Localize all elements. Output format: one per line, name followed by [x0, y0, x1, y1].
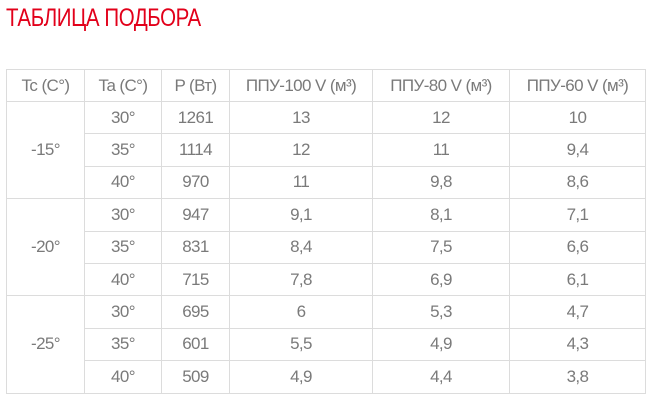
- table-row: 35° 831 8,4 7,5 6,6: [7, 230, 646, 264]
- cell-ppu80: 8,1: [372, 198, 510, 232]
- header-power: P (Вт): [161, 69, 230, 102]
- cell-power: 1114: [161, 133, 230, 167]
- cell-power: 970: [161, 165, 230, 200]
- cell-power: 715: [161, 262, 230, 297]
- cell-ppu60: 4,3: [509, 327, 646, 362]
- cell-ta: 30°: [84, 100, 162, 135]
- cell-ta: 40°: [84, 262, 162, 297]
- header-ppu80: ППУ-80 V (м³): [372, 69, 510, 102]
- cell-ta: 30°: [84, 198, 162, 232]
- cell-power: 601: [161, 327, 230, 362]
- cell-ppu60: 4,7: [509, 295, 646, 329]
- header-ta: Ta (C°): [84, 69, 162, 102]
- cell-ta: 35°: [84, 230, 162, 264]
- cell-ppu100: 9,1: [229, 198, 373, 232]
- selection-table: Tc (C°) Ta (C°) P (Вт) ППУ-100 V (м³) ПП…: [6, 69, 646, 394]
- cell-ta: 35°: [84, 133, 162, 167]
- cell-ta: 40°: [84, 165, 162, 200]
- header-ppu60: ППУ-60 V (м³): [509, 69, 646, 102]
- table-row: 35° 601 5,5 4,9 4,3: [7, 327, 646, 362]
- cell-ppu100: 8,4: [229, 230, 373, 264]
- cell-power: 509: [161, 360, 230, 394]
- cell-tc: -15°: [6, 100, 85, 200]
- page-title: ТАБЛИЦА ПОДБОРА: [6, 4, 201, 32]
- table-row: 40° 509 4,9 4,4 3,8: [7, 360, 646, 394]
- cell-power: 695: [161, 295, 230, 329]
- cell-power: 1261: [161, 100, 230, 135]
- table-row: -25° 30° 695 6 5,3 4,7: [6, 295, 646, 394]
- cell-ta: 30°: [84, 295, 162, 329]
- cell-ppu80: 7,5: [372, 230, 510, 264]
- cell-ta: 35°: [84, 327, 162, 362]
- cell-ppu100: 5,5: [229, 327, 373, 362]
- header-ppu100: ППУ-100 V (м³): [229, 69, 373, 102]
- cell-ppu80: 12: [372, 100, 510, 135]
- table-row: 35° 1114 12 11 9,4: [7, 133, 646, 167]
- cell-ppu100: 13: [229, 100, 373, 135]
- cell-ppu80: 11: [372, 133, 510, 167]
- cell-ppu60: 6,1: [509, 262, 646, 297]
- cell-power: 831: [161, 230, 230, 264]
- table-row: -20° 30° 947 9,1 8,1 7,1: [6, 198, 646, 297]
- table-row: 40° 715 7,8 6,9 6,1: [7, 262, 646, 297]
- cell-ppu60: 8,6: [509, 165, 646, 200]
- cell-ppu80: 5,3: [372, 295, 510, 329]
- cell-ta: 40°: [84, 360, 162, 394]
- cell-ppu100: 4,9: [229, 360, 373, 394]
- cell-ppu100: 11: [229, 165, 373, 200]
- cell-ppu80: 4,4: [372, 360, 510, 394]
- cell-ppu60: 6,6: [509, 230, 646, 264]
- cell-power: 947: [161, 198, 230, 232]
- cell-ppu80: 9,8: [372, 165, 510, 200]
- cell-ppu60: 7,1: [509, 198, 646, 232]
- cell-ppu100: 6: [229, 295, 373, 329]
- header-row: Tc (C°) Ta (C°) P (Вт) ППУ-100 V (м³) ПП…: [6, 69, 646, 102]
- table-row: 40° 970 11 9,8 8,6: [7, 165, 646, 200]
- cell-ppu100: 12: [229, 133, 373, 167]
- cell-ppu80: 6,9: [372, 262, 510, 297]
- header-tc: Tc (C°): [6, 69, 85, 102]
- cell-ppu60: 9,4: [509, 133, 646, 167]
- cell-ppu60: 3,8: [509, 360, 646, 394]
- table-row: -15° 30° 1261 13 12 10: [6, 100, 646, 200]
- cell-tc: -25°: [6, 295, 85, 394]
- cell-ppu100: 7,8: [229, 262, 373, 297]
- cell-ppu60: 10: [509, 100, 646, 135]
- cell-tc: -20°: [6, 198, 85, 297]
- cell-ppu80: 4,9: [372, 327, 510, 362]
